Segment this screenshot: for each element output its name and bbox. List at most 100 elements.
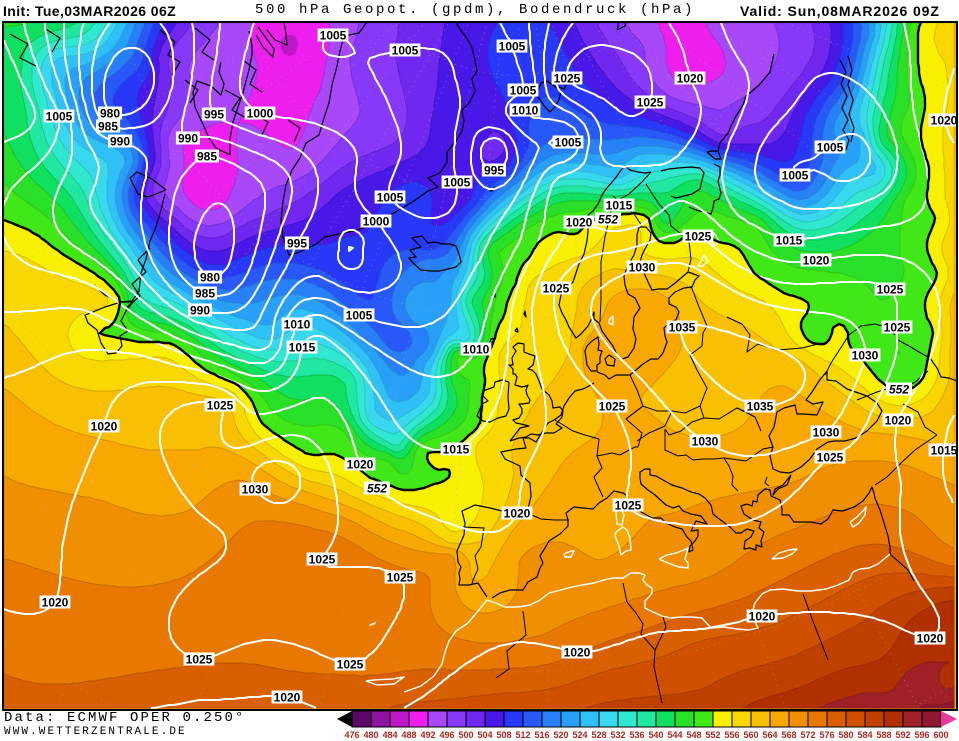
svg-text:1025: 1025 <box>884 321 911 335</box>
svg-text:990: 990 <box>190 304 210 318</box>
svg-text:492: 492 <box>420 730 435 740</box>
svg-text:592: 592 <box>895 730 910 740</box>
svg-text:980: 980 <box>100 107 120 121</box>
svg-text:560: 560 <box>743 730 758 740</box>
svg-text:1030: 1030 <box>692 435 719 449</box>
svg-text:1005: 1005 <box>499 40 526 54</box>
svg-text:1020: 1020 <box>803 254 830 268</box>
svg-text:1030: 1030 <box>813 426 840 440</box>
svg-text:985: 985 <box>98 120 118 134</box>
svg-text:504: 504 <box>477 730 492 740</box>
svg-text:1025: 1025 <box>685 230 712 244</box>
svg-text:1000: 1000 <box>363 215 390 229</box>
svg-text:564: 564 <box>762 730 777 740</box>
svg-text:576: 576 <box>819 730 834 740</box>
svg-text:1005: 1005 <box>46 110 73 124</box>
svg-text:1020: 1020 <box>274 691 301 705</box>
svg-text:500: 500 <box>458 730 473 740</box>
svg-text:528: 528 <box>591 730 606 740</box>
svg-text:536: 536 <box>629 730 644 740</box>
svg-text:552: 552 <box>705 730 720 740</box>
svg-text:1025: 1025 <box>186 653 213 667</box>
svg-text:995: 995 <box>287 237 307 251</box>
svg-text:1020: 1020 <box>91 420 118 434</box>
svg-text:548: 548 <box>686 730 701 740</box>
svg-text:1020: 1020 <box>677 72 704 86</box>
svg-text:1020: 1020 <box>564 646 591 660</box>
svg-text:990: 990 <box>110 135 130 149</box>
svg-text:552: 552 <box>367 482 387 496</box>
svg-text:600: 600 <box>933 730 948 740</box>
svg-text:1030: 1030 <box>629 261 656 275</box>
svg-text:1005: 1005 <box>817 141 844 155</box>
svg-text:990: 990 <box>178 132 198 146</box>
svg-text:985: 985 <box>197 150 217 164</box>
svg-text:1020: 1020 <box>917 632 944 646</box>
svg-text:580: 580 <box>838 730 853 740</box>
svg-text:1015: 1015 <box>443 443 470 457</box>
svg-text:1015: 1015 <box>606 199 633 213</box>
svg-text:572: 572 <box>800 730 815 740</box>
svg-text:1010: 1010 <box>284 318 311 332</box>
svg-text:480: 480 <box>363 730 378 740</box>
svg-text:584: 584 <box>857 730 872 740</box>
svg-text:1020: 1020 <box>504 507 531 521</box>
svg-text:995: 995 <box>204 108 224 122</box>
svg-text:544: 544 <box>667 730 682 740</box>
svg-text:1020: 1020 <box>347 458 374 472</box>
svg-text:540: 540 <box>648 730 663 740</box>
svg-text:1005: 1005 <box>782 169 809 183</box>
svg-text:520: 520 <box>553 730 568 740</box>
svg-text:552: 552 <box>889 383 909 397</box>
svg-text:995: 995 <box>484 164 504 178</box>
svg-text:1035: 1035 <box>669 321 696 335</box>
svg-text:1025: 1025 <box>877 283 904 297</box>
svg-text:1025: 1025 <box>637 96 664 110</box>
svg-text:1025: 1025 <box>387 571 414 585</box>
svg-text:1020: 1020 <box>885 414 912 428</box>
svg-text:496: 496 <box>439 730 454 740</box>
svg-text:1005: 1005 <box>555 136 582 150</box>
svg-text:1010: 1010 <box>463 343 490 357</box>
svg-text:1005: 1005 <box>346 309 373 323</box>
svg-text:588: 588 <box>876 730 891 740</box>
svg-text:476: 476 <box>344 730 359 740</box>
svg-text:1005: 1005 <box>320 29 347 43</box>
svg-text:524: 524 <box>572 730 587 740</box>
svg-text:508: 508 <box>496 730 511 740</box>
svg-text:1020: 1020 <box>931 114 958 128</box>
svg-text:1010: 1010 <box>512 104 539 118</box>
svg-text:1005: 1005 <box>377 191 404 205</box>
svg-text:596: 596 <box>914 730 929 740</box>
svg-text:1025: 1025 <box>599 400 626 414</box>
svg-text:1025: 1025 <box>309 553 336 567</box>
svg-text:1015: 1015 <box>289 341 316 355</box>
svg-text:1025: 1025 <box>817 451 844 465</box>
svg-text:512: 512 <box>515 730 530 740</box>
svg-text:556: 556 <box>724 730 739 740</box>
svg-text:552: 552 <box>598 213 618 227</box>
svg-text:484: 484 <box>382 730 397 740</box>
svg-text:1005: 1005 <box>444 176 471 190</box>
svg-text:1005: 1005 <box>510 84 537 98</box>
svg-text:1015: 1015 <box>776 234 803 248</box>
svg-text:488: 488 <box>401 730 416 740</box>
svg-text:1000: 1000 <box>247 107 274 121</box>
svg-text:980: 980 <box>200 271 220 285</box>
svg-text:1005: 1005 <box>392 44 419 58</box>
svg-text:1035: 1035 <box>747 400 774 414</box>
svg-text:1015: 1015 <box>931 444 958 458</box>
svg-text:1025: 1025 <box>543 282 570 296</box>
svg-text:1025: 1025 <box>337 658 364 672</box>
svg-text:1030: 1030 <box>242 483 269 497</box>
svg-text:516: 516 <box>534 730 549 740</box>
svg-text:1025: 1025 <box>207 399 234 413</box>
svg-text:1020: 1020 <box>42 596 69 610</box>
svg-text:1020: 1020 <box>566 216 593 230</box>
svg-text:985: 985 <box>195 287 215 301</box>
svg-text:568: 568 <box>781 730 796 740</box>
svg-text:1025: 1025 <box>554 72 581 86</box>
svg-text:1020: 1020 <box>749 610 776 624</box>
svg-text:1030: 1030 <box>852 349 879 363</box>
svg-text:532: 532 <box>610 730 625 740</box>
